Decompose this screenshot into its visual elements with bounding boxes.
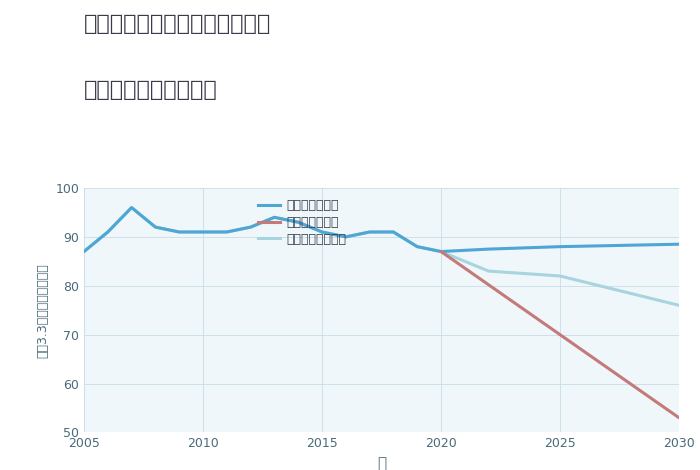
- Text: 中古戸建ての価格推移: 中古戸建ての価格推移: [84, 80, 218, 100]
- Y-axis label: 坪（3.3㎡）単価（万円）: 坪（3.3㎡）単価（万円）: [36, 263, 50, 358]
- Legend: グッドシナリオ, バッドシナリオ, ノーマルシナリオ: グッドシナリオ, バッドシナリオ, ノーマルシナリオ: [253, 194, 351, 251]
- Text: 兵庫県姫路市大津区恵美酒町の: 兵庫県姫路市大津区恵美酒町の: [84, 14, 272, 34]
- X-axis label: 年: 年: [377, 456, 386, 470]
